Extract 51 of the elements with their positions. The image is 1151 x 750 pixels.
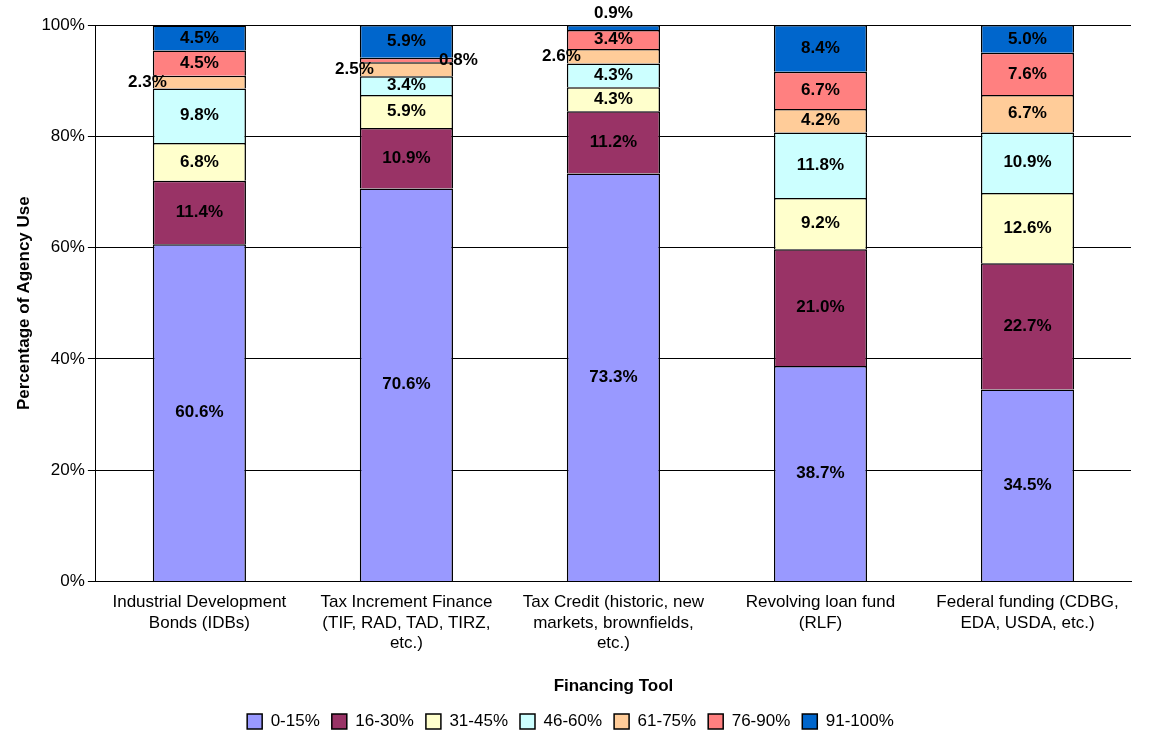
data-label: 38.7% — [796, 463, 845, 483]
x-tick-label: Federal funding (CDBG, EDA, USDA, etc.) — [936, 592, 1119, 632]
data-label: 6.7% — [801, 80, 840, 100]
data-label: 11.2% — [589, 132, 638, 152]
legend-label: 61-75% — [637, 711, 697, 731]
legend-label: 0-15% — [270, 711, 320, 731]
data-label: 73.3% — [589, 366, 638, 386]
data-label: 5.0% — [1008, 28, 1047, 48]
x-tick-label: Tax Credit (historic, new markets, brownfields, etc.) — [522, 592, 705, 653]
data-label: 10.9% — [382, 147, 431, 167]
y-tick-label: 20% — [50, 459, 85, 479]
legend-label: 16-30% — [355, 711, 414, 731]
y-tick-label: 60% — [50, 237, 85, 257]
data-label: 11.8% — [796, 154, 845, 174]
data-label: 60.6% — [175, 402, 224, 422]
data-label: 11.4% — [175, 202, 224, 222]
data-label: 5.9% — [387, 31, 426, 51]
x-tick-label: Tax Increment Finance (TIF, RAD, TAD, TIRZ, etc.) — [320, 592, 493, 653]
data-label: 8.4% — [801, 38, 840, 58]
data-label: 12.6% — [1003, 217, 1052, 237]
x-tick-label: Industrial Development Bonds (IDBs) — [112, 592, 287, 632]
data-label: 22.7% — [1003, 315, 1052, 335]
data-label: 6.8% — [180, 151, 219, 171]
data-label: 4.3% — [594, 65, 633, 85]
data-label: 5.9% — [387, 101, 426, 121]
data-label: 3.4% — [594, 29, 633, 49]
data-label: 9.2% — [801, 213, 840, 233]
y-tick-label: 40% — [50, 348, 85, 368]
data-label: 4.5% — [180, 52, 219, 72]
data-label: 7.6% — [1008, 63, 1047, 83]
legend-label: 91-100% — [825, 711, 894, 731]
data-label: 10.9% — [1003, 152, 1052, 172]
data-label: 9.8% — [180, 105, 219, 125]
data-label: 34.5% — [1003, 474, 1052, 494]
data-label: 70.6% — [382, 374, 431, 394]
y-tick-label: 0% — [60, 571, 85, 591]
y-tick-label: 100% — [41, 14, 85, 34]
data-label: 4.2% — [801, 110, 840, 130]
data-label: 0.9% — [594, 3, 633, 23]
y-tick-label: 80% — [50, 125, 85, 145]
legend-label: 76-90% — [731, 711, 791, 731]
data-label: 3.4% — [387, 75, 426, 95]
y-axis-title: Percentage of Agency Use — [13, 196, 33, 411]
data-label: 6.7% — [1008, 103, 1047, 123]
x-tick-label: Revolving loan fund (RLF) — [745, 592, 896, 632]
x-axis-title: Financing Tool — [553, 676, 674, 696]
data-label: 21.0% — [796, 297, 845, 317]
legend-label: 46-60% — [543, 711, 603, 731]
legend-label: 31-45% — [449, 711, 509, 731]
data-label: 4.5% — [180, 27, 219, 47]
data-label: 4.3% — [594, 88, 633, 108]
